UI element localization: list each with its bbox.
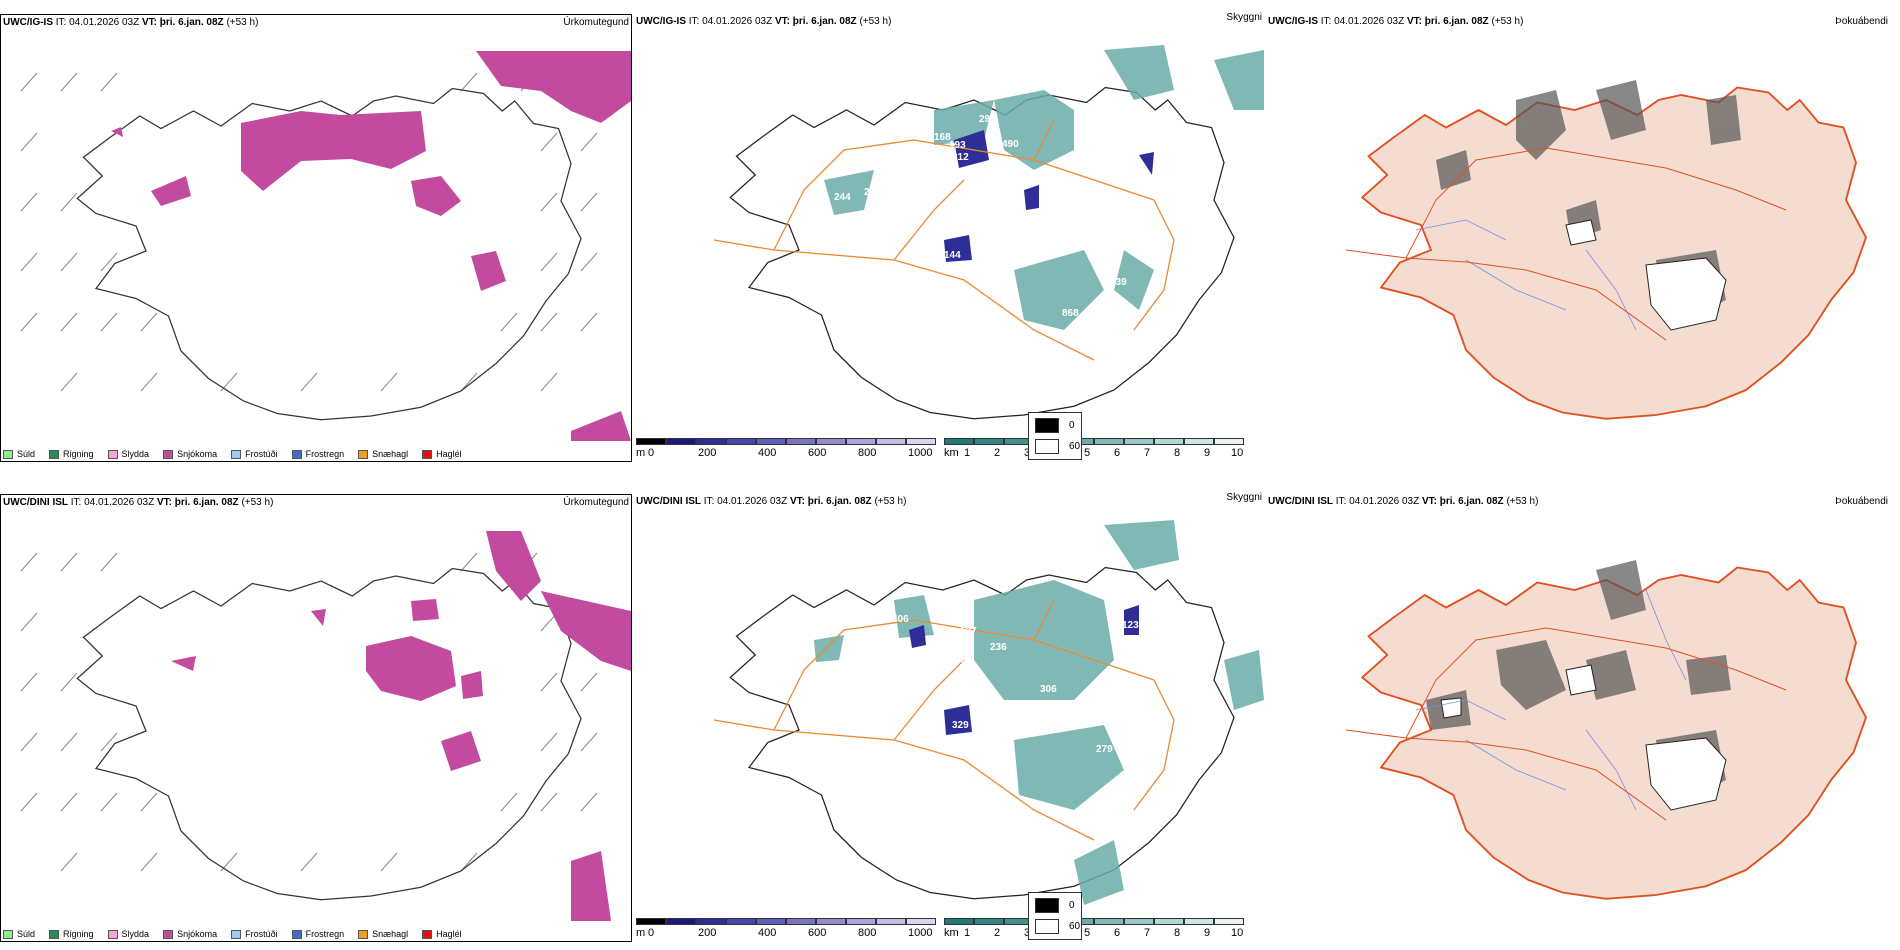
legend-item-sudld: Súld (3, 449, 35, 459)
cloud-label: 328 (889, 155, 906, 166)
cloud-map: 168 291 193 328 212 490 328 654 144 371 … (713, 45, 1264, 420)
panel-header: UWC/IG-IS IT: 04.01.2026 03Z VT: þri. 6.… (636, 16, 892, 27)
precip-legend: Súld Rigning Slydda Snjókoma Frostúði Fr… (3, 449, 462, 459)
visibility-colorbar: km 1 2 3 4 5 6 7 8 9 10 (944, 438, 1244, 462)
cloud-panel-bottom: UWC/DINI ISL IT: 04.01.2026 03Z VT: þri.… (634, 492, 1264, 942)
fog-legend: 0 60 (1028, 892, 1082, 940)
cloud-map: 406 124 127 236 91 306 329 123 135 342 2… (713, 520, 1264, 905)
precip-panel-top: UWC/IG-IS IT: 04.01.2026 03Z VT: þri. 6.… (0, 14, 632, 462)
cloud-label: 124 (949, 612, 966, 623)
cloud-label: 490 (1002, 139, 1019, 150)
legend-item-haglel: Haglél (422, 449, 462, 459)
fog-legend: 0 60 (1028, 412, 1082, 460)
glaciers (1440, 664, 1727, 811)
cloud-base-areas (909, 605, 1139, 735)
legend-item-frostregn: Frostregn (291, 449, 344, 459)
legend-item-snjokoma: Snjókoma (163, 929, 217, 939)
cloud-label: 371 (774, 192, 791, 203)
precip-legend: Súld Rigning Slydda Snjókoma Frostúði Fr… (3, 929, 462, 939)
cloud-label: 339 (1110, 277, 1127, 288)
cloud-label: 135 (1176, 654, 1193, 665)
cloud-label: 868 (1062, 308, 1079, 319)
precip-map (20, 531, 631, 921)
cloud-base-colorbar: m 0 200 400 600 800 1000 (636, 438, 936, 462)
panel-title: Skyggni (1226, 492, 1262, 503)
panel-header: UWC/DINI ISL IT: 04.01.2026 03Z VT: þri.… (636, 496, 907, 507)
precip-panel-bottom: UWC/DINI ISL IT: 04.01.2026 03Z VT: þri.… (0, 494, 632, 942)
glaciers (1565, 219, 1727, 331)
cloud-label: 877 (1106, 254, 1123, 265)
panel-header: UWC/IG-IS IT: 04.01.2026 03Z VT: þri. 6.… (1268, 16, 1524, 27)
precip-map (20, 51, 631, 441)
visibility-colorbar: km 1 2 3 4 5 6 7 8 9 10 (944, 918, 1244, 942)
panel-header: UWC/DINI ISL IT: 04.01.2026 03Z VT: þri.… (1268, 496, 1539, 507)
legend-item-snaehagl: Snæhagl (358, 929, 408, 939)
rivers (1415, 589, 1687, 811)
legend-item-rigning: Rigning (49, 929, 94, 939)
cloud-label: 91 (954, 657, 966, 668)
panel-title: Skyggni (1226, 12, 1262, 23)
cloud-label: 223 (864, 187, 881, 198)
cloud-label: 256 (809, 197, 826, 208)
legend-item-frostudi: Frostúði (231, 929, 278, 939)
fog-map (1345, 560, 1867, 900)
panel-title: Þokuábendi (1835, 496, 1888, 507)
legend-item-haglel: Haglél (422, 929, 462, 939)
legend-item-frostregn: Frostregn (291, 929, 344, 939)
cloud-label: 168 (934, 132, 951, 143)
legend-item-rigning: Rigning (49, 449, 94, 459)
cloud-label: 342 (1172, 672, 1189, 683)
cloud-label: 123 (1122, 620, 1139, 631)
roads (1345, 147, 1787, 341)
road-network (713, 599, 1175, 841)
rivers (1415, 219, 1637, 331)
legend-item-slydda: Slydda (107, 449, 149, 459)
legend-item-snaehagl: Snæhagl (358, 449, 408, 459)
legend-item-frostudi: Frostúði (231, 449, 278, 459)
cloud-label: 654 (1096, 170, 1113, 181)
cloud-base-colorbar: m 0 200 400 600 800 1000 (636, 918, 936, 942)
wind-barbs (20, 72, 598, 392)
panel-header: UWC/IG-IS IT: 04.01.2026 03Z VT: þri. 6.… (3, 17, 259, 28)
cloud-label: 329 (952, 720, 969, 731)
visibility-areas (814, 520, 1264, 905)
cloud-label: 306 (1040, 684, 1057, 695)
panel-title: Úrkomutegund (563, 17, 629, 28)
cloud-label: 193 (949, 140, 966, 151)
cloud-label: 236 (990, 642, 1007, 653)
cloud-label: 406 (892, 614, 909, 625)
legend-item-sudld: Súld (3, 929, 35, 939)
snow-areas (111, 51, 631, 441)
legend-item-snjokoma: Snjókoma (163, 449, 217, 459)
fog-panel-bottom: UWC/DINI ISL IT: 04.01.2026 03Z VT: þri.… (1028, 494, 1900, 942)
visibility-areas (824, 45, 1264, 330)
cloud-label: 0 (969, 862, 975, 873)
legend-item-slydda: Slydda (107, 929, 149, 939)
cloud-label: 144 (944, 250, 961, 261)
cloud-label: 328 (854, 134, 871, 145)
wind-barbs (20, 552, 598, 872)
roads (1345, 627, 1787, 821)
snow-areas (171, 531, 631, 921)
cloud-label: 279 (1096, 744, 1113, 755)
cloud-label: 212 (952, 152, 969, 163)
fog-panel-top: UWC/IG-IS IT: 04.01.2026 03Z VT: þri. 6.… (1028, 14, 1900, 462)
cloud-label: 244 (834, 192, 851, 203)
panel-title: Úrkomutegund (563, 497, 629, 508)
cloud-label: 127 (960, 626, 977, 637)
cloud-panel-top: UWC/IG-IS IT: 04.01.2026 03Z VT: þri. 6.… (634, 12, 1264, 462)
panel-title: Þokuábendi (1835, 16, 1888, 27)
panel-header: UWC/DINI ISL IT: 04.01.2026 03Z VT: þri.… (3, 497, 274, 508)
cloud-label: 0 (976, 277, 982, 288)
cloud-label: 291 (979, 114, 996, 125)
road-network (713, 119, 1175, 361)
fog-map (1345, 80, 1867, 420)
